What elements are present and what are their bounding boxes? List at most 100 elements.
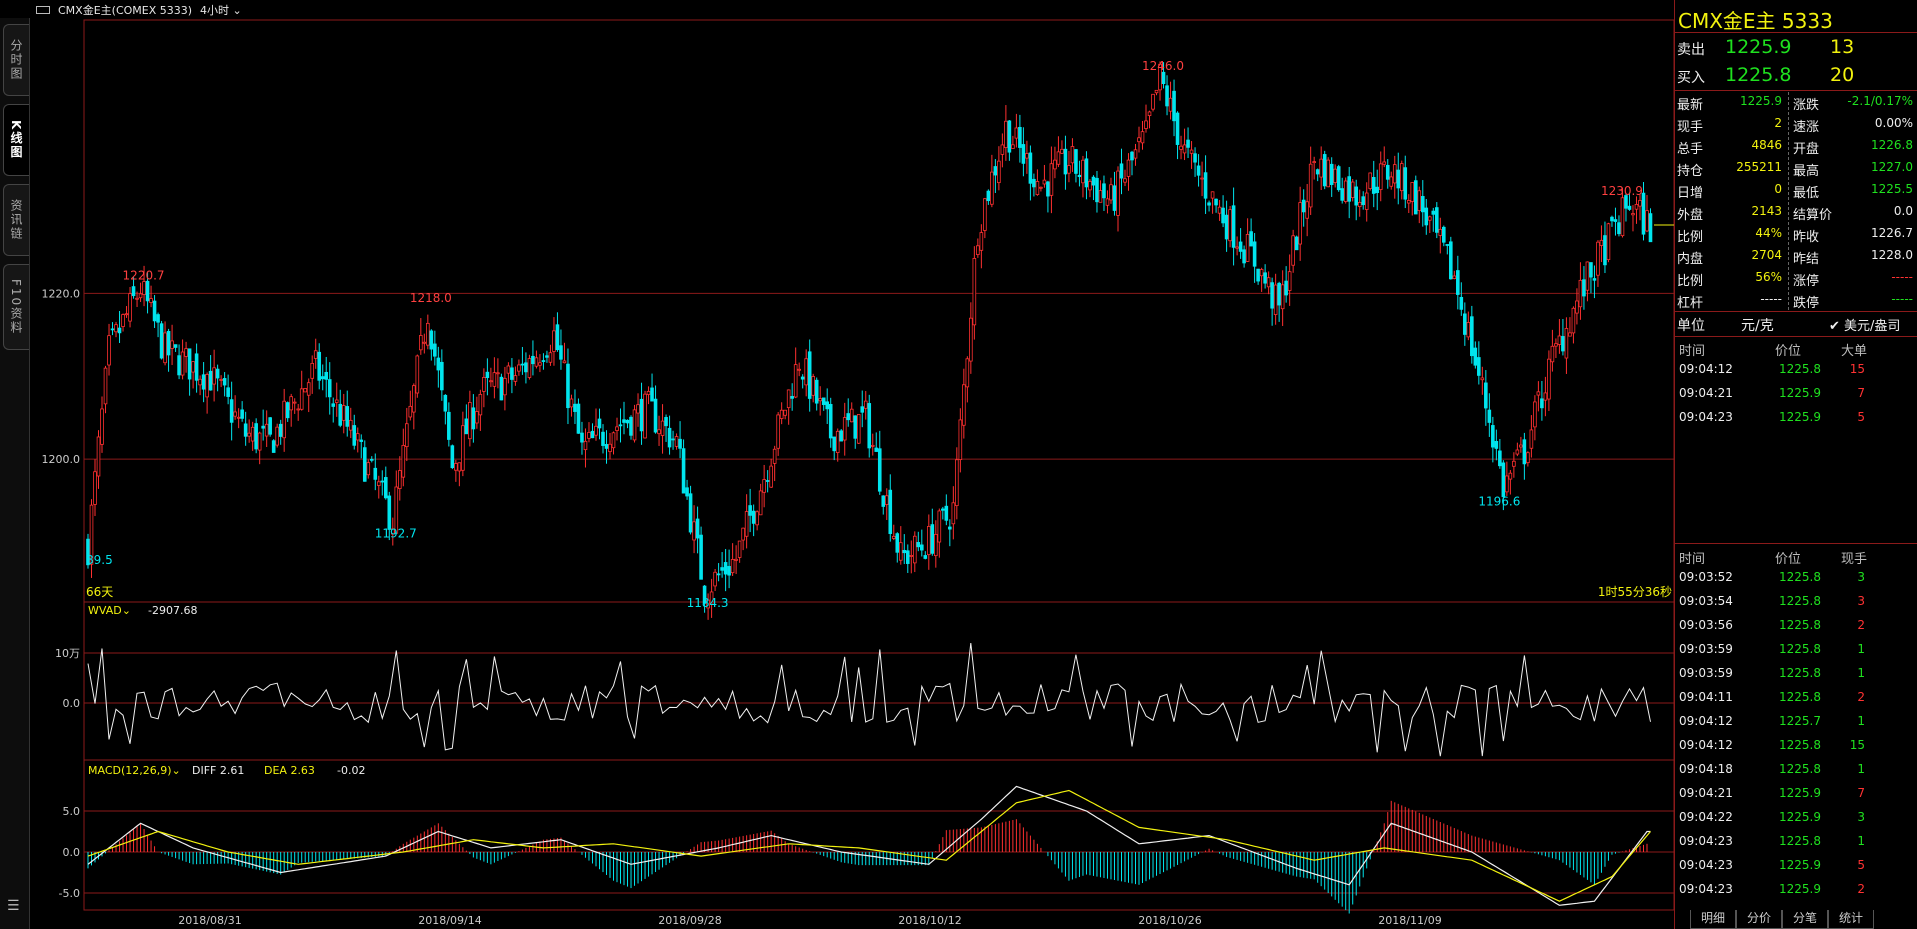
stat-value: 1228.0 [1871,248,1913,262]
candle-body [408,405,413,418]
candle-body [863,400,868,409]
candle-body [951,502,956,525]
candle-body [888,489,893,534]
candle-body [1049,163,1054,196]
candle-body [1606,223,1611,261]
stat-value: 2 [1774,116,1782,130]
candle-body [1522,439,1527,465]
bottom-tab-2[interactable]: 分笔 [1782,910,1829,929]
divider [1675,311,1917,312]
candle-body [205,374,209,398]
period-label: 4小时 [200,4,230,17]
candle-body [110,328,115,331]
bottom-tab-1[interactable]: 分价 [1736,910,1783,929]
candle-body [1333,168,1337,183]
candle-body [1638,200,1642,207]
candle-body [1067,165,1071,174]
candle-body [1116,170,1120,216]
candle-body [1631,213,1635,216]
candle-body [769,465,773,488]
candle-body [215,368,220,379]
candle-body [149,298,153,303]
candle-body [461,425,465,471]
candle-body [1130,151,1134,161]
candle-body [1280,284,1285,310]
candle-body [1137,137,1141,143]
candle-body [1354,186,1359,206]
tick-price: 1225.8 [1779,690,1821,704]
col-header: 价位 [1775,552,1802,567]
candle-body [1091,176,1096,186]
candle-body [555,324,560,351]
unit-alt-option[interactable]: ✔ 美元/盎司 [1829,319,1901,334]
menu-icon[interactable]: ☰ [7,898,20,914]
candle-body [590,430,595,439]
candle-body [1315,169,1320,175]
candle-body [1498,450,1502,467]
candle-body [233,411,237,417]
candle-body [909,555,914,557]
candle-body [1224,214,1229,240]
candle-body [1214,198,1218,206]
stat-value: 44% [1755,226,1782,240]
tab-intraday[interactable]: 分时图 [3,24,29,96]
candle-body [965,358,970,388]
candle-body [100,408,104,445]
stat-value: 1225.9 [1740,94,1782,108]
candle-body [1361,196,1366,206]
bottom-tabs: 明细 分价 分笔 统计 [1690,910,1875,929]
candle-body [1210,191,1215,199]
macd-diff: DIFF 2.61 [192,764,244,777]
candle-body [450,445,455,469]
period-selector[interactable]: 4小时 ⌄ [200,2,242,18]
bottom-tab-3[interactable]: 统计 [1828,910,1875,929]
candle-body [793,364,798,398]
chart-area[interactable]: 1220.0 1200.0 1220.7 1218.0 1246.0 1230.9 89.5… [0,0,1674,929]
tab-news[interactable]: 资讯链 [3,184,29,256]
tick-time: 09:03:52 [1679,570,1733,584]
tick-time: 09:03:59 [1679,666,1733,680]
stat-label: 结算价 [1793,208,1833,223]
candle-body [622,419,626,423]
candle-body [247,432,251,437]
candle-body [1473,347,1478,366]
sell-price: 1225.9 [1725,36,1792,58]
candle-body [1249,231,1253,247]
candle-body [811,376,815,396]
stat-label: 持仓 [1677,164,1704,179]
candle-body [699,534,703,580]
window-icon[interactable] [36,6,50,14]
tab-kline[interactable]: K线图 [3,104,29,176]
candle-body [163,332,167,364]
candle-body [138,293,143,299]
candle-body [531,355,535,365]
tab-f10[interactable]: F10资料 [3,264,29,350]
candle-body [846,413,851,421]
candle-body [1620,197,1625,237]
wvad-frame [83,601,1674,761]
candle-body [1259,269,1264,277]
candle-body [674,436,679,447]
unit-option[interactable]: 元/克 [1741,318,1774,334]
candle-body [1599,239,1604,246]
candle-body [902,549,907,554]
candle-body [338,403,343,426]
candle-body [1039,186,1043,189]
candle-body [615,426,619,431]
candle-body [1547,358,1551,400]
candle-body [997,160,1001,184]
tick-time: 09:04:23 [1679,834,1733,848]
big-order-price: 1225.8 [1779,362,1821,376]
tick-price: 1225.8 [1779,834,1821,848]
macd-label: MACD(12,26,9)⌄ [88,764,181,777]
candle-body [1375,186,1380,194]
candle-body [765,480,770,482]
candle-body [1645,210,1649,232]
candle-body [1431,210,1436,215]
candle-body [320,376,325,380]
stat-value: 1226.8 [1871,138,1913,152]
candle-body [1410,182,1415,202]
tick-volume: 1 [1857,642,1865,656]
bottom-tab-0[interactable]: 明细 [1690,910,1737,929]
tick-price: 1225.8 [1779,594,1821,608]
